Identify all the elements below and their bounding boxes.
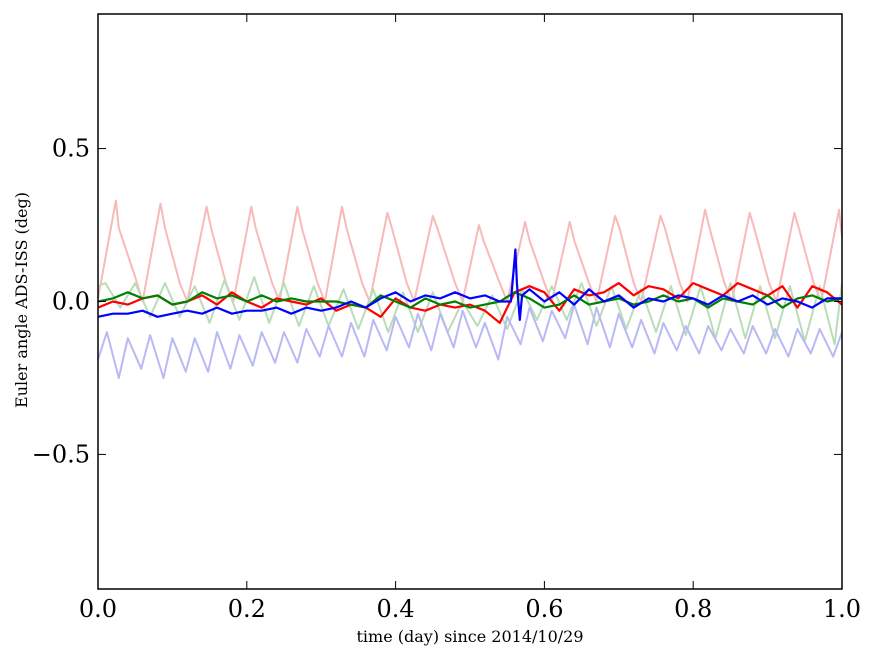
y-tick-label: −0.5 <box>32 440 90 468</box>
series-line-lightblue <box>97 303 843 379</box>
y-tick-label: 0.0 <box>52 288 90 316</box>
series-line-lightgreen <box>97 276 843 346</box>
plot-frame <box>97 13 843 590</box>
x-axis-label: time (day) since 2014/10/29 <box>356 627 583 646</box>
series-line-red <box>97 282 843 324</box>
y-tick-label: 0.5 <box>52 135 90 163</box>
x-tick-label: 0.2 <box>228 595 266 623</box>
series-line-green <box>97 291 843 309</box>
x-tick-label: 0.0 <box>79 595 117 623</box>
x-tick-label: 0.6 <box>525 595 563 623</box>
y-axis-label: Euler angle ADS-ISS (deg) <box>12 192 31 408</box>
plot-background <box>98 14 842 589</box>
x-tick-label: 0.8 <box>674 595 712 623</box>
series-line-blue <box>97 248 842 321</box>
ticks-layer: 0.0 0.2 0.4 0.6 0.8 1.0 0.5 0.0 −0.5 <box>32 14 861 623</box>
x-tick-label: 0.4 <box>377 595 415 623</box>
x-tick-label: 1.0 <box>823 595 861 623</box>
series-layer <box>97 199 843 379</box>
